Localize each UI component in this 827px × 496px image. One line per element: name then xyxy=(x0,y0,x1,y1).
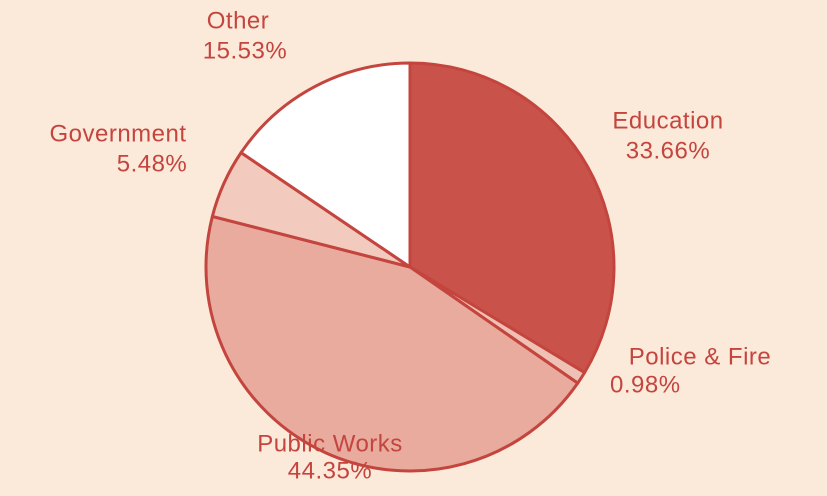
slice-label: Education xyxy=(612,107,723,134)
pie-slice xyxy=(204,214,580,473)
slice-label: Public Works xyxy=(257,430,403,457)
slice-value-label: 0.98% xyxy=(610,371,681,398)
slice-label: Other xyxy=(207,7,270,34)
pie-slice xyxy=(408,61,616,375)
slice-label: Police & Fire xyxy=(629,343,772,370)
pie-slice xyxy=(239,61,412,269)
slice-value-label: 5.48% xyxy=(117,150,188,177)
slice-value-label: 44.35% xyxy=(288,457,372,484)
slice-value-label: 15.53% xyxy=(203,37,287,64)
slice-label: Government xyxy=(49,120,186,147)
slice-value-label: 33.66% xyxy=(626,137,710,164)
